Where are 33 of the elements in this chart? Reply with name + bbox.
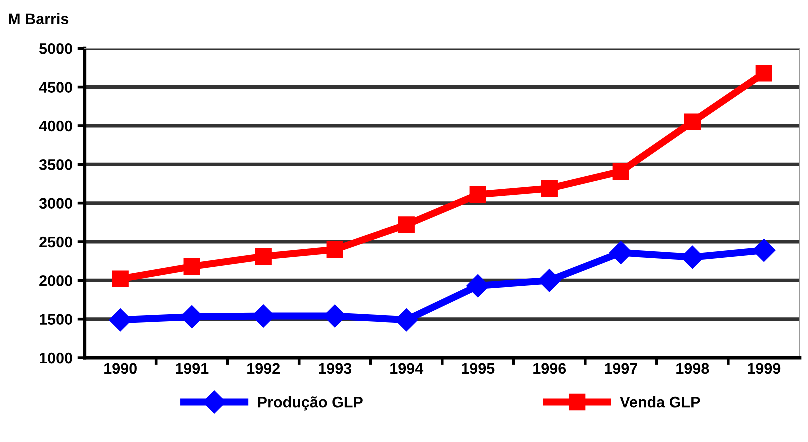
point — [612, 163, 630, 180]
point — [541, 180, 558, 197]
point — [684, 114, 701, 130]
y-tick-label: 4000 — [39, 120, 72, 132]
point — [112, 270, 129, 288]
x-tick-label: 1997 — [605, 363, 638, 374]
y-tick-label: 1000 — [40, 352, 72, 364]
y-tick-label: 5000 — [40, 43, 72, 54]
x-tick-label: 1994 — [390, 363, 424, 374]
point — [255, 248, 272, 266]
x-tick-label: 1990 — [104, 363, 137, 374]
x-tick-label: 1991 — [176, 363, 209, 374]
point — [470, 186, 486, 204]
point — [184, 258, 200, 276]
x-tick-label: 1992 — [248, 363, 280, 374]
point — [752, 239, 776, 262]
x-tick-label: 1996 — [534, 363, 566, 374]
y-tick-label: 2500 — [40, 236, 72, 248]
y-tick-label: 2000 — [40, 276, 72, 286]
point — [756, 65, 772, 82]
x-tick-label: 1998 — [676, 363, 710, 374]
y-tick-label: 3500 — [39, 160, 72, 170]
y-tick-label: 4500 — [39, 82, 72, 93]
legend-label: Produção GLP — [258, 396, 363, 411]
point — [398, 216, 415, 234]
point — [326, 241, 344, 258]
x-tick-label: 1995 — [462, 363, 495, 374]
y-tick-label: 1500 — [40, 314, 72, 326]
x-tick-label: 1993 — [319, 363, 352, 374]
y-tick-label: 3000 — [39, 198, 72, 210]
y-axis-title: M Barris — [9, 13, 69, 24]
x-tick-label: 1999 — [748, 363, 781, 374]
legend-label: Venda GLP — [620, 396, 700, 408]
